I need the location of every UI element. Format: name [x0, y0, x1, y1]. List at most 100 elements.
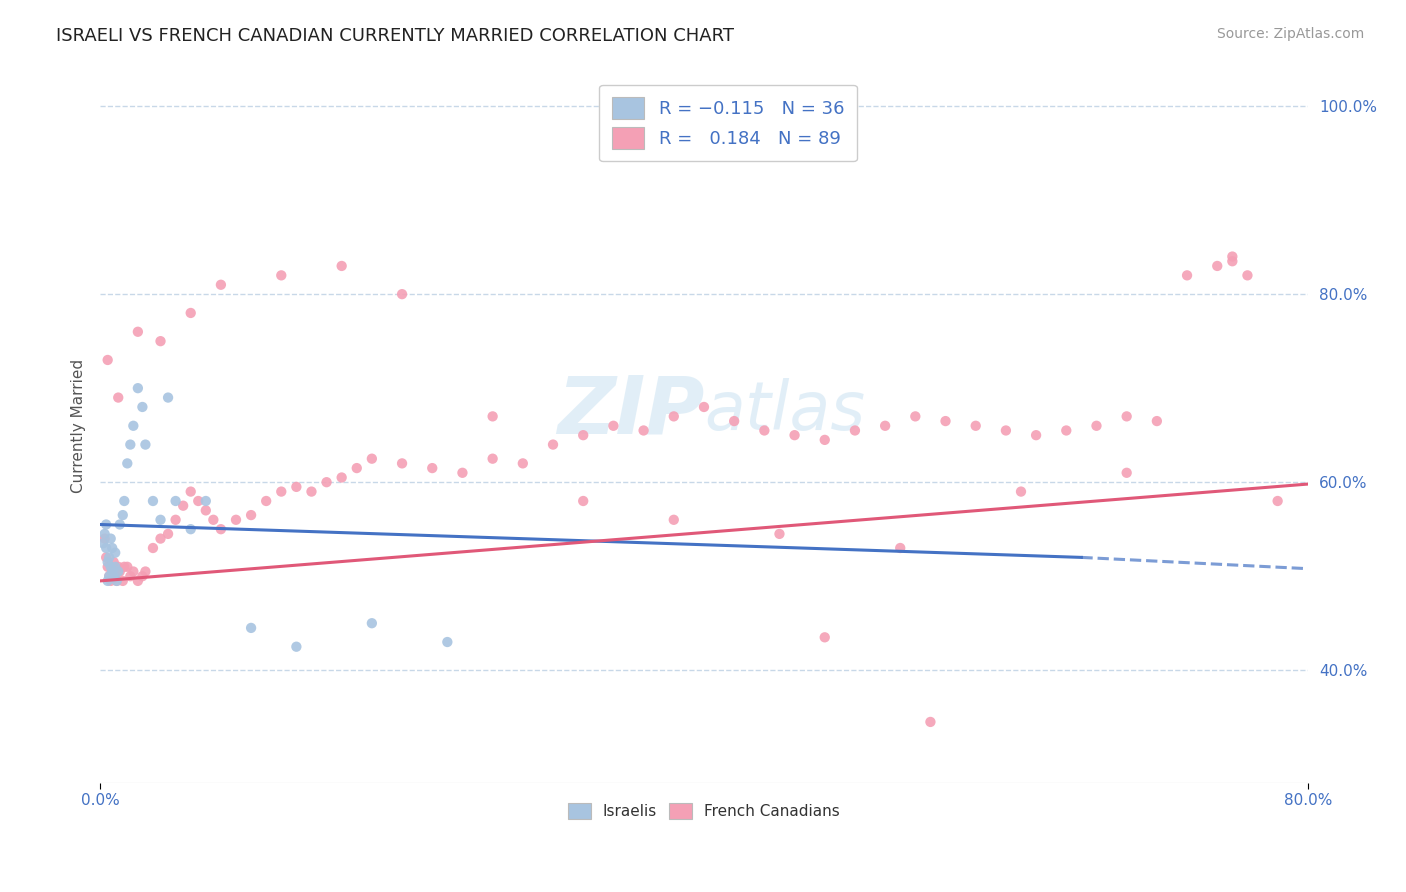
- Point: [209, 277, 232, 292]
- Point: [97, 574, 120, 588]
- Point: [117, 456, 139, 470]
- Point: [131, 569, 153, 583]
- Point: [346, 461, 368, 475]
- Point: [91, 536, 114, 550]
- Point: [541, 437, 564, 451]
- Point: [1146, 414, 1168, 428]
- Point: [194, 494, 217, 508]
- Point: [187, 494, 209, 508]
- Point: [1206, 259, 1229, 273]
- Point: [391, 456, 413, 470]
- Point: [108, 565, 131, 579]
- Text: Source: ZipAtlas.com: Source: ZipAtlas.com: [1216, 27, 1364, 41]
- Point: [100, 574, 122, 588]
- Point: [994, 424, 1017, 438]
- Point: [814, 433, 837, 447]
- Point: [98, 550, 121, 565]
- Point: [889, 541, 911, 555]
- Point: [93, 527, 115, 541]
- Point: [783, 428, 806, 442]
- Point: [285, 480, 308, 494]
- Point: [360, 451, 382, 466]
- Point: [270, 484, 292, 499]
- Point: [149, 513, 172, 527]
- Point: [1267, 494, 1289, 508]
- Point: [149, 334, 172, 348]
- Point: [662, 513, 685, 527]
- Point: [240, 621, 263, 635]
- Point: [104, 569, 127, 583]
- Point: [96, 541, 118, 555]
- Point: [875, 418, 897, 433]
- Point: [844, 424, 866, 438]
- Point: [112, 494, 135, 508]
- Point: [98, 569, 121, 583]
- Point: [127, 381, 149, 395]
- Point: [270, 268, 292, 283]
- Point: [122, 565, 145, 579]
- Point: [180, 306, 202, 320]
- Text: ZIP: ZIP: [557, 373, 704, 450]
- Point: [934, 414, 956, 428]
- Legend: Israelis, French Canadians: Israelis, French Canadians: [561, 797, 846, 825]
- Point: [97, 559, 120, 574]
- Point: [768, 527, 790, 541]
- Point: [120, 437, 142, 451]
- Point: [1010, 484, 1032, 499]
- Point: [1115, 409, 1137, 424]
- Point: [142, 541, 165, 555]
- Point: [481, 409, 503, 424]
- Point: [920, 714, 942, 729]
- Point: [101, 565, 124, 579]
- Point: [723, 414, 745, 428]
- Point: [315, 475, 337, 490]
- Point: [180, 522, 202, 536]
- Text: atlas: atlas: [704, 378, 865, 444]
- Point: [107, 565, 129, 579]
- Point: [754, 424, 776, 438]
- Text: ISRAELI VS FRENCH CANADIAN CURRENTLY MARRIED CORRELATION CHART: ISRAELI VS FRENCH CANADIAN CURRENTLY MAR…: [56, 27, 734, 45]
- Point: [142, 494, 165, 508]
- Point: [1115, 466, 1137, 480]
- Point: [481, 451, 503, 466]
- Point: [420, 461, 443, 475]
- Point: [436, 635, 458, 649]
- Point: [93, 532, 115, 546]
- Point: [1220, 254, 1243, 268]
- Point: [105, 574, 128, 588]
- Point: [1085, 418, 1108, 433]
- Point: [1054, 424, 1077, 438]
- Point: [330, 470, 353, 484]
- Point: [101, 541, 124, 555]
- Point: [1025, 428, 1047, 442]
- Point: [98, 569, 121, 583]
- Point: [165, 494, 187, 508]
- Point: [512, 456, 534, 470]
- Point: [602, 418, 624, 433]
- Point: [180, 484, 202, 499]
- Point: [117, 559, 139, 574]
- Point: [108, 517, 131, 532]
- Point: [107, 559, 129, 574]
- Point: [127, 574, 149, 588]
- Point: [111, 574, 134, 588]
- Point: [105, 574, 128, 588]
- Point: [103, 555, 125, 569]
- Point: [127, 325, 149, 339]
- Point: [814, 630, 837, 644]
- Point: [572, 494, 595, 508]
- Point: [662, 409, 685, 424]
- Point: [330, 259, 353, 273]
- Point: [202, 513, 225, 527]
- Point: [1236, 268, 1258, 283]
- Point: [134, 565, 156, 579]
- Point: [172, 499, 194, 513]
- Point: [240, 508, 263, 522]
- Point: [97, 353, 120, 368]
- Point: [111, 508, 134, 522]
- Point: [254, 494, 277, 508]
- Point: [120, 569, 142, 583]
- Point: [572, 428, 595, 442]
- Point: [157, 527, 180, 541]
- Point: [301, 484, 323, 499]
